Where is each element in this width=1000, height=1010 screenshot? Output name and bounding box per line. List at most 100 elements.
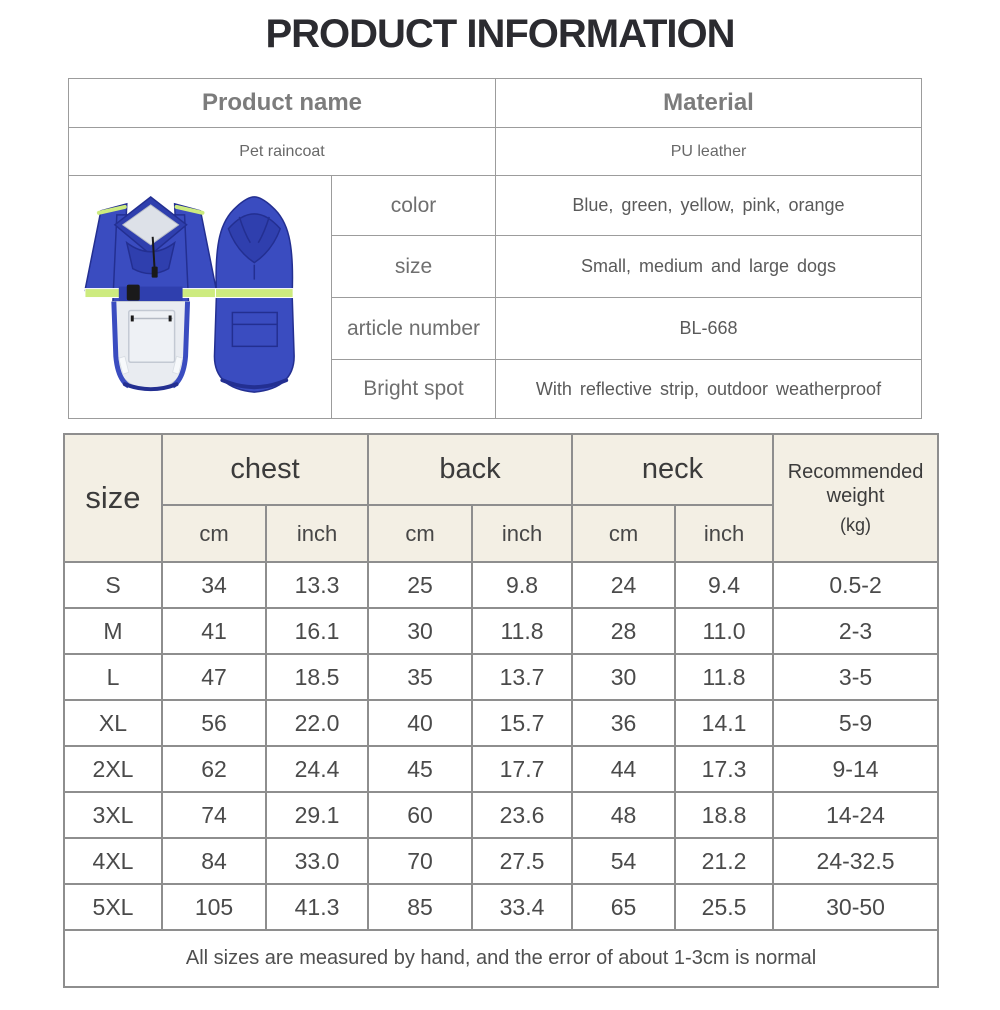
weight-cell: 24-32.5 [772,837,940,885]
weight-cell: 2-3 [772,607,940,655]
size-label: size [331,235,496,298]
size-row-3xl: 3XL 74 29.1 60 23.6 48 18.8 14-24 [63,791,940,839]
size-cell: S [63,561,163,609]
neck-cm-cell: 36 [571,699,677,747]
neck-inch-cell: 25.5 [674,883,775,931]
size-row-2xl: 2XL 62 24.4 45 17.7 44 17.3 9-14 [63,745,940,793]
neck-cm-header: cm [571,504,677,563]
chest-cm-cell: 41 [161,607,267,655]
size-note: All sizes are measured by hand, and the … [62,929,940,988]
neck-inch-cell: 18.8 [674,791,775,839]
neck-inch-header: inch [674,504,775,563]
neck-inch-cell: 11.0 [674,607,775,655]
bright-spot-value: With reflective strip, outdoor weatherpr… [495,359,922,419]
back-column-header: back [367,433,574,506]
chest-cm-cell: 84 [161,837,267,885]
product-name-column-header: Product name [68,78,496,128]
page-title: PRODUCT INFORMATION [265,12,735,56]
size-row-l: L 47 18.5 35 13.7 30 11.8 3-5 [63,653,940,701]
size-row-xl: XL 56 22.0 40 15.7 36 14.1 5-9 [63,699,940,747]
size-cell: 2XL [63,745,163,793]
chest-cm-cell: 105 [161,883,267,931]
weight-cell: 14-24 [772,791,940,839]
chest-cm-cell: 34 [161,561,267,609]
product-image-cell [68,175,332,419]
size-cell: 5XL [63,883,163,931]
chest-cm-cell: 62 [161,745,267,793]
back-inch-header: inch [471,504,574,563]
size-column-header: size [63,433,163,563]
weight-header-line2: weight [826,484,885,507]
neck-inch-cell: 21.2 [674,837,775,885]
chest-cm-cell: 47 [161,653,267,701]
chest-cm-header: cm [161,504,267,563]
neck-cm-cell: 30 [571,653,677,701]
bright-spot-label: Bright spot [331,359,496,419]
back-inch-cell: 13.7 [471,653,574,701]
neck-inch-cell: 11.8 [674,653,775,701]
size-row-s: S 34 13.3 25 9.8 24 9.4 0.5-2 [63,561,940,609]
back-cm-cell: 70 [367,837,474,885]
back-cm-cell: 45 [367,745,474,793]
neck-inch-cell: 17.3 [674,745,775,793]
color-row: color Blue, green, yellow, pink, orange [68,175,922,419]
weight-column-header: Recommended weight (kg) [772,433,940,563]
back-cm-cell: 85 [367,883,474,931]
article-number-row: article number BL-668 [69,297,922,360]
neck-inch-cell: 9.4 [674,561,775,609]
neck-cm-cell: 48 [571,791,677,839]
bright-spot-row: Bright spot With reflective strip, outdo… [69,359,922,419]
back-inch-cell: 33.4 [471,883,574,931]
size-value: Small, medium and large dogs [495,235,922,298]
size-cell: L [63,653,163,701]
chest-inch-cell: 41.3 [264,883,370,931]
back-inch-cell: 9.8 [471,561,574,609]
chest-column-header: chest [160,433,370,506]
chest-cm-cell: 56 [161,699,267,747]
back-cm-cell: 60 [367,791,474,839]
neck-cm-cell: 65 [571,883,677,931]
size-chart-subheader-row: cm inch cm inch cm inch [64,504,938,563]
weight-cell: 9-14 [772,745,940,793]
material-value: PU leather [495,127,922,176]
neck-cm-cell: 44 [571,745,677,793]
back-cm-cell: 30 [367,607,474,655]
back-inch-cell: 15.7 [471,699,574,747]
neck-column-header: neck [571,433,775,506]
weight-cell: 0.5-2 [772,561,940,609]
weight-header-line1: Recommended [787,460,924,483]
weight-cell: 30-50 [772,883,940,931]
article-number-value: BL-668 [495,297,922,360]
product-photo [84,195,295,393]
product-name-value: Pet raincoat [68,127,496,176]
chest-inch-header: inch [264,504,370,563]
back-cm-cell: 40 [367,699,474,747]
size-cell: 4XL [63,837,163,885]
size-row-m: M 41 16.1 30 11.8 28 11.0 2-3 [63,607,940,655]
size-chart-header-row: size chest back neck Recommended weight … [63,433,940,563]
size-row-5xl: 5XL 105 41.3 85 33.4 65 25.5 30-50 [63,883,940,931]
size-cell: M [63,607,163,655]
size-cell: XL [63,699,163,747]
info-value-row: Pet raincoat PU leather [68,127,922,176]
weight-cell: 3-5 [772,653,940,701]
material-column-header: Material [495,78,922,128]
article-number-label: article number [331,297,496,360]
chest-inch-cell: 16.1 [264,607,370,655]
neck-cm-cell: 28 [571,607,677,655]
weight-unit: (kg) [840,514,872,535]
color-value: Blue, green, yellow, pink, orange [495,175,922,236]
size-note-row: All sizes are measured by hand, and the … [62,929,940,988]
weight-cell: 5-9 [772,699,940,747]
back-inch-cell: 11.8 [471,607,574,655]
chest-inch-cell: 33.0 [264,837,370,885]
raincoat-back-view [213,196,295,393]
chest-inch-cell: 13.3 [264,561,370,609]
chest-inch-cell: 24.4 [264,745,370,793]
back-inch-cell: 23.6 [471,791,574,839]
back-inch-cell: 17.7 [471,745,574,793]
chest-inch-cell: 22.0 [264,699,370,747]
back-inch-cell: 27.5 [471,837,574,885]
chest-cm-cell: 74 [161,791,267,839]
color-label: color [331,175,496,236]
